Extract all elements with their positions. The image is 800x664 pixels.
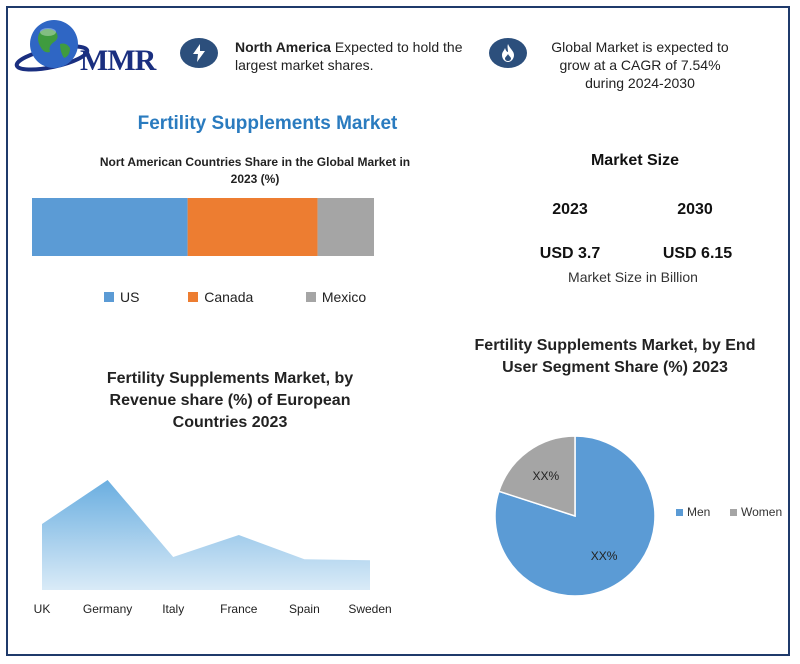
market-unit-label: Market Size in Billion bbox=[568, 269, 698, 285]
mmr-logo: MMR bbox=[14, 14, 164, 84]
globe-icon bbox=[14, 20, 90, 72]
bar-segment-mexico bbox=[317, 198, 374, 256]
market-value-2023: USD 3.7 bbox=[539, 245, 601, 262]
area-chart: UK Germany Italy France Spain Sweden bbox=[34, 480, 392, 616]
legend-swatch-mexico bbox=[305, 292, 316, 302]
pie-chart-title: Fertility Supplements Market, by End Use… bbox=[474, 337, 756, 376]
north-america-note: North America Expected to hold the large… bbox=[235, 38, 475, 74]
lightning-icon bbox=[180, 38, 218, 68]
legend-canada: Canada bbox=[188, 289, 306, 305]
bar-segment-us bbox=[32, 198, 188, 256]
market-year-2023: 2023 bbox=[552, 201, 588, 218]
pie-legend-swatch-men bbox=[676, 509, 683, 516]
x-tick-label: France bbox=[220, 602, 258, 616]
pie-legend-label-women: Women bbox=[741, 505, 782, 519]
note-region: North America bbox=[235, 39, 331, 55]
area-chart-title: Fertility Supplements Market, by Revenue… bbox=[106, 370, 354, 431]
flame-icon bbox=[489, 38, 527, 68]
pie-legend-label-men: Men bbox=[687, 505, 710, 519]
legend-label-canada: Canada bbox=[204, 289, 254, 305]
bar-chart-title: Nort American Countries Share in the Glo… bbox=[99, 155, 411, 186]
x-tick-label: Italy bbox=[162, 602, 184, 616]
legend-swatch-canada bbox=[188, 292, 199, 302]
pie-chart: XX% XX% Men Women bbox=[494, 435, 782, 597]
stacked-bar-chart bbox=[32, 198, 374, 256]
market-size-title: Market Size bbox=[590, 152, 680, 169]
page-title: Fertility Supplements Market bbox=[137, 113, 398, 134]
x-tick-label: Spain bbox=[289, 602, 320, 616]
legend-us: US bbox=[104, 289, 188, 305]
legend-label-us: US bbox=[120, 289, 140, 305]
legend-swatch-us bbox=[104, 292, 114, 302]
cagr-note: Global Market is expected to grow at a C… bbox=[551, 39, 729, 91]
pie-legend-swatch-women bbox=[730, 509, 737, 516]
infographic-frame bbox=[6, 6, 790, 656]
market-value-2030: USD 6.15 bbox=[662, 245, 733, 262]
legend-mexico: Mexico bbox=[305, 289, 394, 305]
bar-legend: US Canada Mexico bbox=[104, 289, 394, 305]
pie-data-label: XX% bbox=[591, 549, 618, 563]
pie-data-label: XX% bbox=[533, 469, 560, 483]
legend-label-mexico: Mexico bbox=[321, 289, 367, 305]
logo-text: MMR bbox=[80, 44, 156, 77]
x-tick-label: Sweden bbox=[348, 602, 391, 616]
market-year-2030: 2030 bbox=[677, 201, 713, 218]
note-text: Expected to hold the largest market shar… bbox=[235, 39, 463, 73]
x-tick-label: UK bbox=[34, 602, 51, 616]
x-tick-label: Germany bbox=[83, 602, 132, 616]
bar-segment-canada bbox=[187, 198, 318, 256]
pie-slice-women bbox=[497, 435, 576, 518]
area-series bbox=[42, 480, 370, 590]
